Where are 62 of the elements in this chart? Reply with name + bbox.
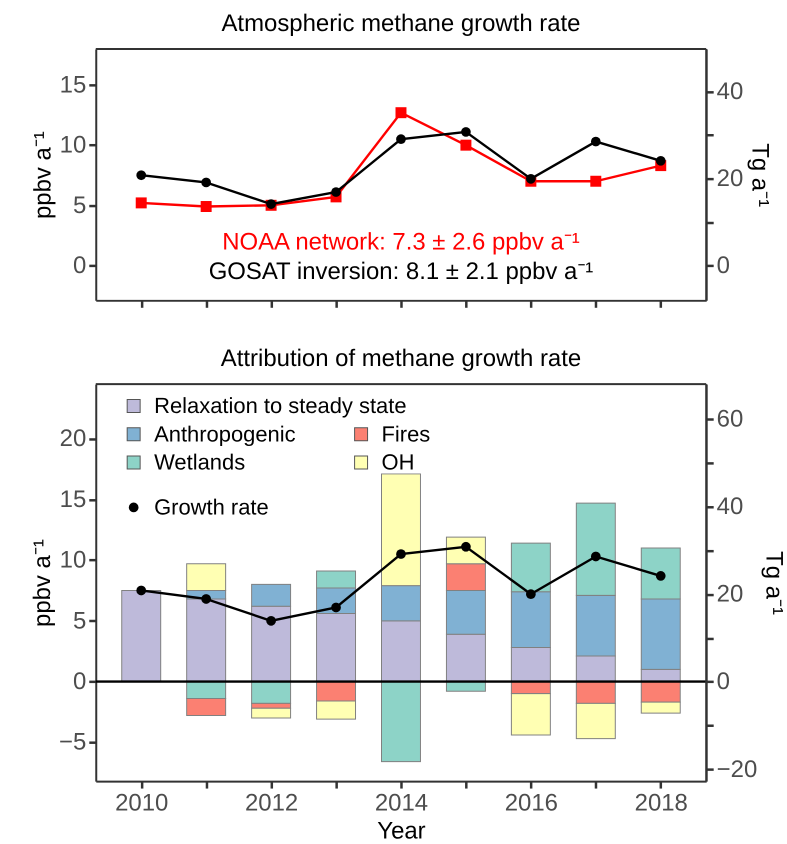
y-tick-label: 15 (60, 486, 86, 513)
y-tick-label: 0 (72, 252, 86, 279)
y-tick-label: 20 (60, 425, 86, 452)
y2-tick-label: −20 (716, 756, 758, 783)
y-tick-label: 5 (72, 192, 86, 219)
point (526, 589, 536, 599)
y2-tick-label: 40 (716, 493, 744, 520)
point (331, 602, 341, 612)
point (136, 170, 146, 180)
legend-label: OH (382, 449, 414, 474)
point (396, 134, 406, 144)
y2-tick-label: 20 (716, 580, 744, 608)
point (201, 178, 212, 188)
point (460, 140, 472, 151)
point (331, 187, 341, 197)
chart-title: Atmospheric methane growth rate (221, 10, 580, 37)
point (136, 197, 147, 208)
point (396, 549, 406, 559)
legend-label: Anthropogenic (154, 421, 296, 446)
x-tick-label: 2016 (504, 790, 558, 817)
y2-tick-label: 0 (716, 668, 730, 696)
y-axis-title: ppbv a⁻¹ (29, 539, 56, 627)
bar (251, 681, 292, 704)
y-axis-title: ppbv a⁻¹ (30, 131, 57, 220)
y2-tick-label: 60 (716, 406, 744, 433)
point (395, 107, 406, 118)
point (656, 571, 666, 581)
y2-axis-title: Tg a⁻¹ (746, 143, 774, 208)
point (461, 127, 471, 137)
legend-label: Fires (382, 421, 430, 446)
y-tick-label: 0 (72, 668, 86, 696)
legend-label: Wetlands (154, 449, 246, 474)
x-axis-title: Year (377, 817, 426, 844)
x-tick-label: 2014 (374, 790, 428, 817)
point (136, 586, 146, 596)
point (590, 136, 601, 146)
point (201, 594, 212, 604)
y2-tick-label: 0 (716, 252, 730, 279)
point (200, 201, 212, 212)
y2-tick-label: 40 (716, 78, 744, 106)
point (590, 552, 601, 562)
point (526, 174, 536, 184)
y-tick-label: 10 (60, 546, 86, 574)
legend-label: Relaxation to steady state (154, 393, 407, 418)
text: GOSAT inversion: 8.1 ± 2.1 ppbv a⁻¹ (208, 258, 594, 285)
legend-label: Growth rate (154, 494, 269, 520)
x-tick-label: 2010 (115, 790, 168, 817)
x-tick-label: 2012 (244, 790, 298, 817)
y2-tick-label: 20 (716, 165, 744, 192)
point (590, 176, 602, 187)
series-label: NOAA network: 7.3 ± 2.6 ppbv a⁻¹ (222, 228, 580, 256)
y-tick-label: −5 (59, 728, 86, 756)
chart-title: Attribution of methane growth rate (220, 345, 582, 372)
y-tick-label: 5 (72, 607, 86, 634)
x-tick-label: 2018 (634, 790, 688, 817)
y2-axis-title: Tg a⁻¹ (760, 551, 787, 616)
y-tick-label: 10 (60, 132, 86, 159)
point (656, 156, 666, 166)
bar (381, 681, 421, 762)
point (266, 616, 276, 626)
bar (121, 590, 162, 682)
y-tick-label: 15 (60, 72, 86, 99)
